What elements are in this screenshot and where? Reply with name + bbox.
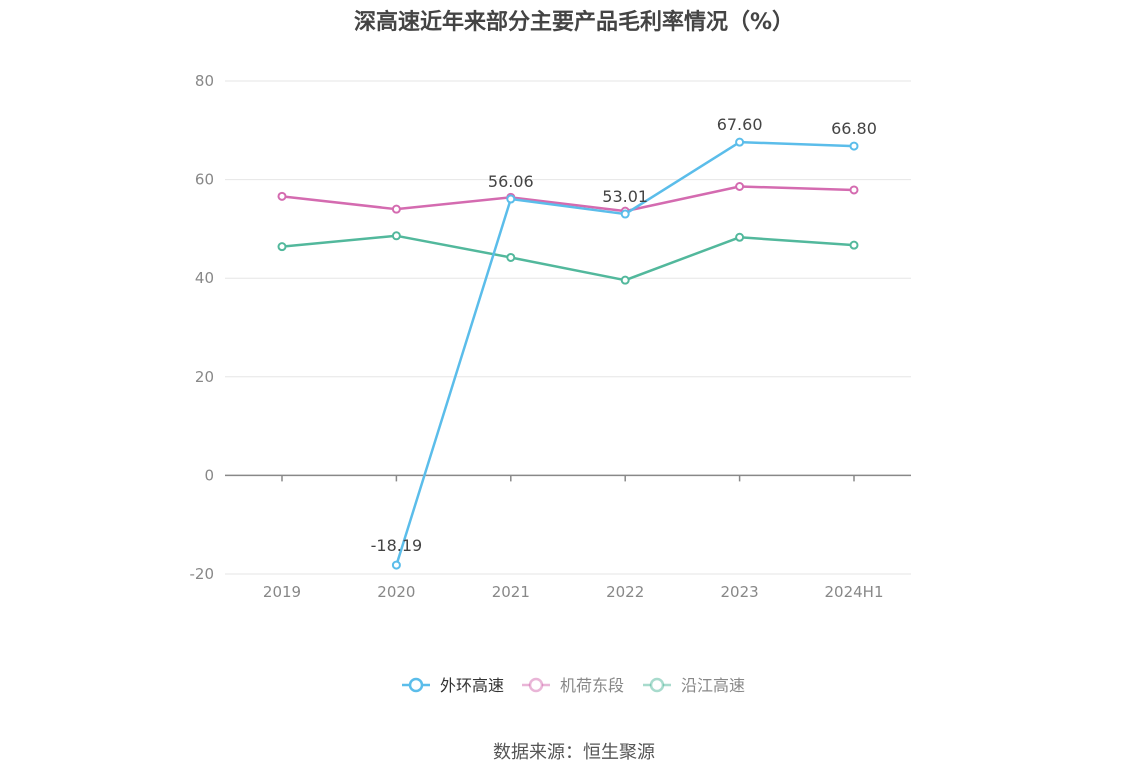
data-label: -18.19 (371, 536, 423, 555)
legend-marker (649, 677, 665, 693)
y-tick-label: 20 (195, 368, 214, 386)
series-point-3 (391, 231, 401, 241)
series-point-2 (849, 185, 859, 195)
legend-marker (408, 677, 424, 693)
y-tick-label: -20 (190, 565, 215, 583)
series-point-1 (506, 194, 516, 204)
data-label: 67.60 (717, 115, 763, 134)
y-tick-label: 80 (195, 72, 214, 90)
legend-marker (528, 677, 544, 693)
series-point-1 (391, 560, 401, 570)
series-point-1 (735, 137, 745, 147)
y-tick-label: 60 (195, 171, 214, 189)
data-label: 53.01 (602, 187, 648, 206)
series-point-1 (849, 141, 859, 151)
series-line-2 (281, 185, 855, 213)
legend-label: 机荷东段 (560, 676, 624, 695)
data-label: 66.80 (831, 119, 877, 138)
x-tick-label: 2023 (721, 583, 759, 601)
series-point-1 (620, 209, 630, 219)
legend-label: 外环高速 (440, 676, 504, 695)
data-source: 数据来源：恒生聚源 (493, 742, 655, 763)
x-tick-label: 2021 (492, 583, 530, 601)
x-tick-label: 2024H1 (825, 583, 884, 601)
chart-title: 深高速近年来部分主要产品毛利率情况（%） (353, 10, 795, 35)
series-point-3 (277, 242, 287, 252)
series-point-3 (506, 252, 516, 262)
series-point-2 (735, 182, 745, 192)
series-line-3 (281, 234, 855, 282)
data-label: 56.06 (488, 172, 534, 191)
series-point-3 (735, 232, 745, 242)
x-tick-label: 2022 (606, 583, 644, 601)
series-point-3 (849, 240, 859, 250)
legend-label: 沿江高速 (681, 676, 745, 695)
x-tick-label: 2019 (263, 583, 301, 601)
y-tick-label: 0 (204, 466, 214, 484)
legend-item-2[interactable]: 机荷东段 (522, 676, 624, 695)
y-tick-label: 40 (195, 269, 214, 287)
legend-item-1[interactable]: 外环高速 (402, 676, 504, 695)
legend-item-3[interactable]: 沿江高速 (643, 676, 745, 695)
x-tick-label: 2020 (377, 583, 415, 601)
series-point-2 (391, 204, 401, 214)
series-point-3 (620, 275, 630, 285)
series-point-2 (277, 191, 287, 201)
